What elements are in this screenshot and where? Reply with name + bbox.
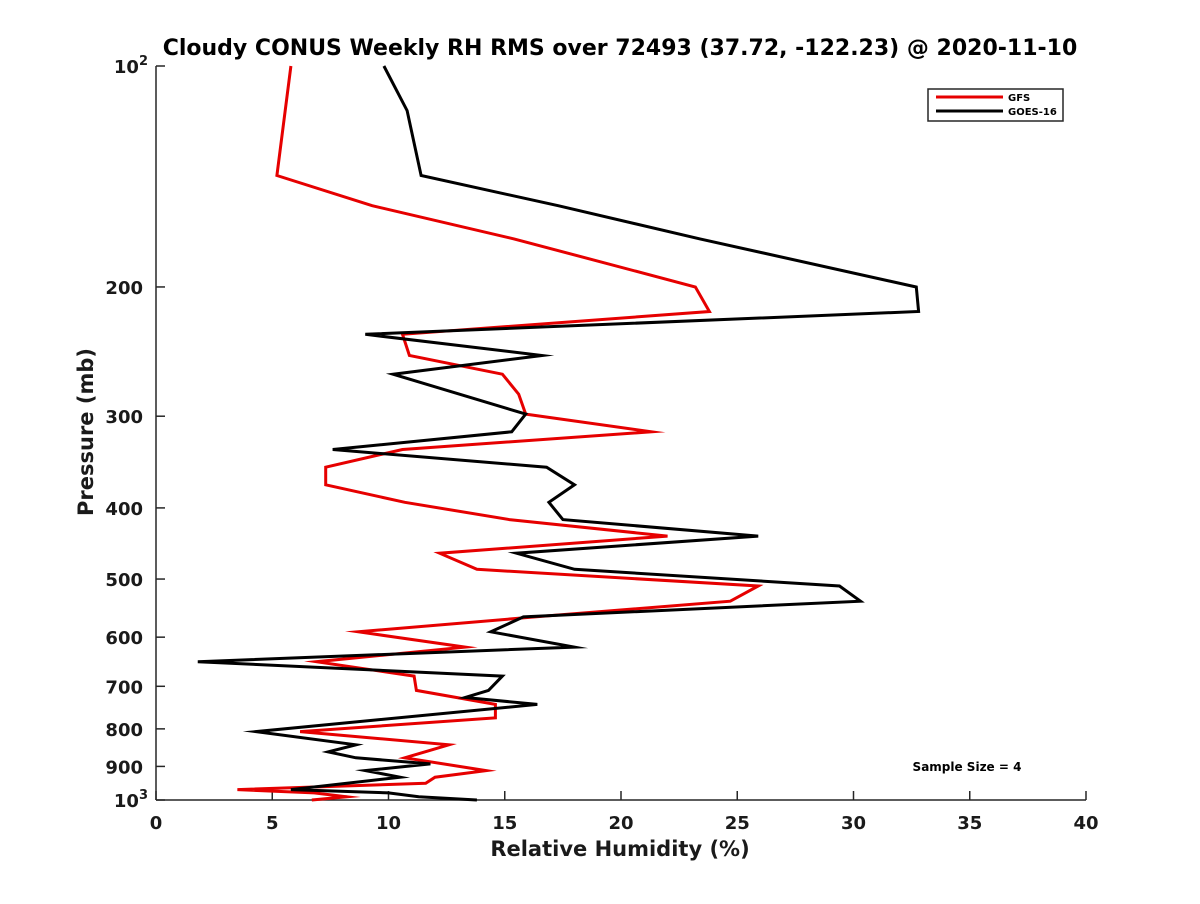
legend-label-gfs: GFS — [1008, 93, 1030, 104]
y-tick-label: 600 — [105, 628, 143, 649]
x-axis-label: Relative Humidity (%) — [490, 837, 749, 861]
x-tick-label: 40 — [1073, 813, 1098, 834]
legend-box — [927, 88, 1064, 122]
plot-area: 0 5 10 15 20 25 30 35 40 102 200 300 400 500 600 700 800… — [105, 54, 1098, 834]
x-tick-label: 5 — [266, 813, 279, 834]
chart-title: Cloudy CONUS Weekly RH RMS over 72493 (3… — [163, 36, 1078, 61]
y-tick-label: 400 — [105, 499, 143, 520]
sample-size-annotation: Sample Size = 4 — [913, 760, 1022, 774]
x-tick-label: 30 — [841, 813, 866, 834]
x-tick-label: 10 — [376, 813, 401, 834]
y-tick-label: 900 — [105, 757, 143, 778]
y-tick-label: 102 — [114, 54, 148, 78]
y-axis-label: Pressure (mb) — [74, 348, 98, 516]
x-tick-label: 0 — [150, 813, 163, 834]
legend: GFS GOES-16 — [927, 88, 1064, 122]
x-tick-label: 20 — [608, 813, 633, 834]
series-line-goes-16 — [197, 65, 921, 802]
series-line-gfs — [237, 65, 764, 802]
y-tick-label: 800 — [105, 720, 143, 741]
y-tick-label: 700 — [105, 677, 143, 698]
x-tick-label: 25 — [725, 813, 750, 834]
x-tick-label: 35 — [957, 813, 982, 834]
x-tick-label: 15 — [492, 813, 517, 834]
y-tick-label: 103 — [114, 788, 148, 812]
y-tick-label: 200 — [105, 278, 143, 299]
y-tick-label: 300 — [105, 407, 143, 428]
y-tick-label: 500 — [105, 570, 143, 591]
legend-label-goes-16: GOES-16 — [1008, 107, 1057, 118]
